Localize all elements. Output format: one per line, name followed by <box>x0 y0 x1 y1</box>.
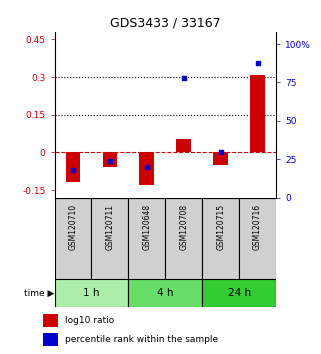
Point <box>181 75 187 81</box>
Text: GSM120648: GSM120648 <box>142 204 152 250</box>
Point <box>71 167 76 173</box>
Bar <box>55 198 91 279</box>
Point <box>107 158 113 164</box>
Bar <box>239 198 276 279</box>
Text: GSM120716: GSM120716 <box>253 204 262 250</box>
Bar <box>202 198 239 279</box>
Bar <box>66 152 81 182</box>
Bar <box>43 333 57 346</box>
Bar <box>128 279 202 307</box>
Bar <box>128 198 165 279</box>
Bar <box>43 314 57 327</box>
Text: time ▶: time ▶ <box>24 289 55 298</box>
Text: log10 ratio: log10 ratio <box>65 316 114 325</box>
Point <box>255 60 260 65</box>
Bar <box>177 138 191 152</box>
Text: 4 h: 4 h <box>157 288 174 298</box>
Text: GSM120710: GSM120710 <box>68 204 78 250</box>
Bar <box>250 75 265 152</box>
Bar <box>91 198 128 279</box>
Bar <box>55 279 128 307</box>
Bar <box>202 279 276 307</box>
Point <box>144 164 150 170</box>
Text: GSM120708: GSM120708 <box>179 204 188 250</box>
Bar <box>140 152 154 185</box>
Text: percentile rank within the sample: percentile rank within the sample <box>65 335 218 344</box>
Bar <box>213 152 228 165</box>
Text: 1 h: 1 h <box>83 288 100 298</box>
Bar <box>103 152 117 167</box>
Title: GDS3433 / 33167: GDS3433 / 33167 <box>110 16 221 29</box>
Text: GSM120711: GSM120711 <box>105 204 115 250</box>
Point <box>218 149 223 154</box>
Text: GSM120715: GSM120715 <box>216 204 225 250</box>
Bar <box>165 198 202 279</box>
Text: 24 h: 24 h <box>228 288 251 298</box>
